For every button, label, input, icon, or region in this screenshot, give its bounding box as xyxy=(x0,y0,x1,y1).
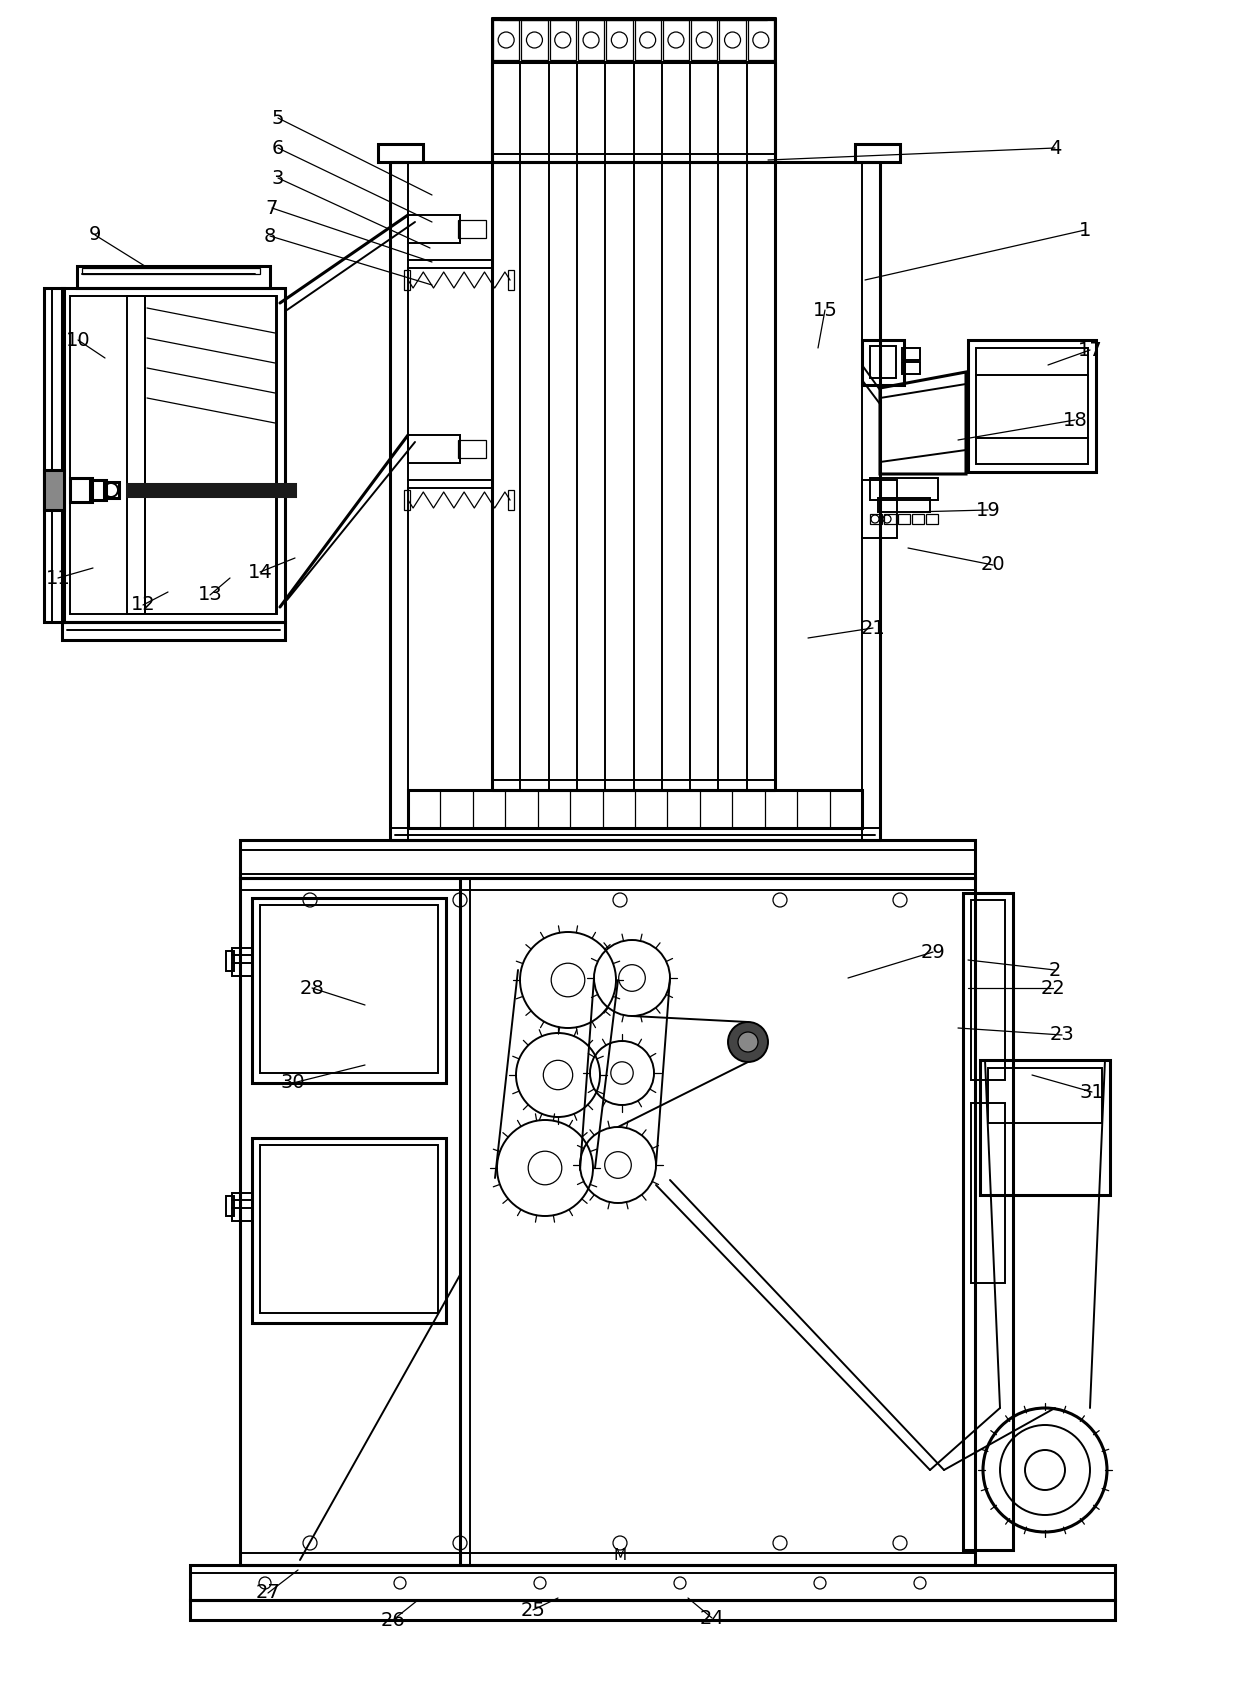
Circle shape xyxy=(728,1022,768,1062)
Bar xyxy=(126,295,145,615)
Bar xyxy=(578,20,604,60)
Bar xyxy=(663,20,689,60)
Bar xyxy=(988,1069,1102,1123)
Bar xyxy=(980,1060,1110,1195)
Text: 4: 4 xyxy=(1049,138,1061,157)
Bar xyxy=(963,893,1013,1550)
Bar xyxy=(190,1599,1115,1620)
Text: 12: 12 xyxy=(130,596,155,615)
Bar xyxy=(408,790,862,828)
Text: 6: 6 xyxy=(272,138,284,157)
Bar xyxy=(43,469,64,510)
Text: 28: 28 xyxy=(300,978,325,997)
Bar xyxy=(878,498,930,512)
Bar xyxy=(252,898,446,1082)
Bar xyxy=(378,143,423,162)
Text: 9: 9 xyxy=(89,225,102,244)
Text: 7: 7 xyxy=(265,198,278,217)
Bar xyxy=(241,840,975,877)
Bar xyxy=(976,348,1087,464)
Text: M: M xyxy=(614,1548,626,1562)
Bar xyxy=(69,478,92,502)
Bar xyxy=(404,490,410,510)
Bar xyxy=(901,348,920,360)
Bar xyxy=(691,20,718,60)
Text: 11: 11 xyxy=(46,568,71,587)
Text: 1: 1 xyxy=(1079,220,1091,239)
Bar xyxy=(241,877,975,1565)
Bar xyxy=(494,20,520,60)
Bar xyxy=(911,514,924,524)
Bar xyxy=(856,143,900,162)
Bar xyxy=(226,951,234,971)
Text: 31: 31 xyxy=(1080,1082,1105,1101)
Text: 24: 24 xyxy=(699,1608,724,1627)
Bar xyxy=(408,215,460,242)
Bar xyxy=(260,905,438,1074)
Bar xyxy=(91,480,105,500)
Bar xyxy=(62,288,285,621)
Bar xyxy=(521,20,548,60)
Bar xyxy=(508,490,515,510)
Text: 27: 27 xyxy=(255,1584,280,1603)
Bar xyxy=(968,340,1096,473)
Bar xyxy=(252,1139,446,1323)
Bar xyxy=(508,270,515,290)
Bar xyxy=(748,20,774,60)
Bar xyxy=(870,478,937,500)
Bar xyxy=(408,435,460,463)
Text: 13: 13 xyxy=(197,586,222,604)
Text: 15: 15 xyxy=(812,300,837,319)
Text: 22: 22 xyxy=(1040,978,1065,997)
Bar xyxy=(232,947,252,976)
Bar xyxy=(126,485,295,497)
Text: 29: 29 xyxy=(920,942,945,961)
Bar xyxy=(870,347,897,377)
Text: 25: 25 xyxy=(521,1601,546,1620)
Text: 10: 10 xyxy=(66,331,91,350)
Bar xyxy=(549,20,575,60)
Text: 5: 5 xyxy=(272,109,284,128)
Bar xyxy=(226,1197,234,1215)
Bar xyxy=(260,1145,438,1313)
Bar xyxy=(458,440,486,457)
Text: 26: 26 xyxy=(381,1610,405,1630)
Text: 30: 30 xyxy=(280,1074,305,1092)
Text: 3: 3 xyxy=(272,169,284,188)
Text: 14: 14 xyxy=(248,563,273,582)
Text: 21: 21 xyxy=(861,618,885,637)
Bar xyxy=(458,220,486,237)
Bar xyxy=(635,20,661,60)
Circle shape xyxy=(738,1033,758,1052)
Bar xyxy=(43,288,64,621)
Text: 17: 17 xyxy=(1078,340,1102,360)
Text: 20: 20 xyxy=(981,555,1006,575)
Text: 23: 23 xyxy=(1049,1026,1074,1045)
Bar xyxy=(901,362,920,374)
Bar xyxy=(404,270,410,290)
Text: 18: 18 xyxy=(1063,410,1087,430)
Bar xyxy=(190,1565,1115,1599)
Bar xyxy=(719,20,745,60)
Bar xyxy=(82,268,260,275)
Bar xyxy=(77,266,270,288)
Bar xyxy=(862,480,897,538)
Bar xyxy=(606,20,632,60)
Bar xyxy=(926,514,937,524)
Text: 2: 2 xyxy=(1049,961,1061,980)
Bar xyxy=(69,295,277,615)
Bar xyxy=(232,1193,252,1221)
Bar xyxy=(870,514,882,524)
Text: 8: 8 xyxy=(264,227,277,246)
Bar xyxy=(62,621,285,640)
Text: 19: 19 xyxy=(976,500,1001,519)
Bar xyxy=(884,514,897,524)
Bar xyxy=(898,514,910,524)
Bar xyxy=(971,1103,1004,1284)
Bar xyxy=(862,340,904,386)
Bar xyxy=(971,900,1004,1081)
Bar xyxy=(145,295,277,615)
Bar xyxy=(104,481,119,498)
